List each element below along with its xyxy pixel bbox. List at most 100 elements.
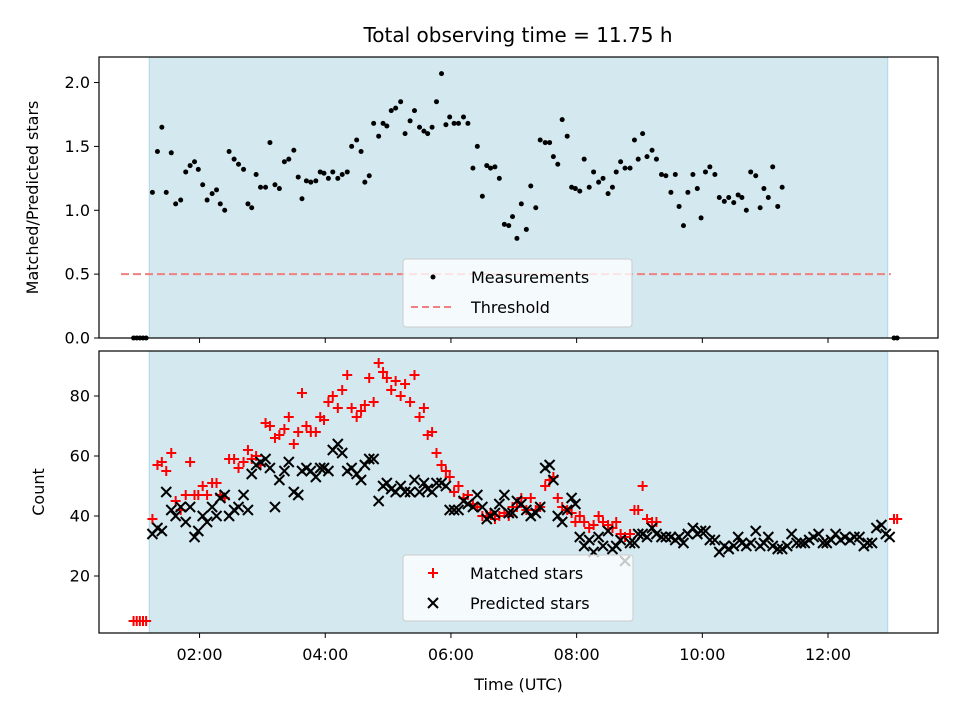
matched-point bbox=[180, 490, 191, 500]
measurement-point bbox=[231, 156, 237, 162]
x-tick-label: 08:00 bbox=[554, 645, 600, 664]
measurement-point bbox=[163, 189, 169, 195]
predicted-point bbox=[394, 480, 407, 492]
measurement-point bbox=[479, 193, 485, 199]
matched-point bbox=[637, 481, 648, 491]
measurement-point bbox=[249, 205, 255, 211]
measurement-point bbox=[735, 192, 741, 198]
matched-point bbox=[390, 376, 401, 386]
bottom-series bbox=[128, 358, 903, 626]
measurement-point bbox=[286, 156, 292, 162]
predicted-point bbox=[758, 537, 770, 549]
matched-point bbox=[462, 490, 473, 500]
predicted-point bbox=[498, 489, 511, 501]
measurement-point bbox=[465, 120, 471, 126]
measurement-point bbox=[586, 184, 592, 190]
predicted-point bbox=[246, 468, 258, 480]
measurement-point bbox=[470, 165, 476, 171]
measurement-point bbox=[371, 120, 377, 126]
predicted-point bbox=[543, 459, 556, 471]
matched-point bbox=[296, 388, 307, 398]
measurement-point bbox=[572, 186, 578, 192]
measurement-point bbox=[325, 175, 331, 181]
matched-point bbox=[193, 490, 204, 500]
measurement-point bbox=[698, 215, 704, 221]
measurement-point bbox=[496, 175, 502, 181]
predicted-point bbox=[232, 501, 245, 513]
matched-point bbox=[574, 511, 585, 521]
measurement-point bbox=[775, 203, 781, 209]
measurement-point bbox=[241, 166, 247, 172]
matched-point bbox=[161, 466, 172, 476]
measurement-point bbox=[547, 140, 553, 146]
measurement-point bbox=[398, 99, 404, 105]
legend-predicted-marker bbox=[427, 597, 439, 609]
top-frame bbox=[98, 56, 939, 339]
predicted-point bbox=[655, 531, 668, 543]
measurement-point bbox=[149, 189, 155, 195]
predicted-point bbox=[728, 540, 740, 552]
predicted-point bbox=[866, 537, 878, 549]
measurement-point bbox=[407, 118, 413, 124]
matched-point bbox=[251, 451, 262, 461]
predicted-point bbox=[206, 501, 218, 513]
predicted-point bbox=[750, 525, 762, 537]
predicted-point bbox=[641, 531, 653, 543]
predicted-point bbox=[614, 534, 627, 546]
measurement-point bbox=[317, 169, 323, 175]
matched-point bbox=[598, 517, 609, 527]
legend-measurements-label: Measurements bbox=[471, 268, 589, 287]
matched-point bbox=[579, 517, 590, 527]
bottom-legend-box bbox=[402, 554, 634, 622]
measurement-point bbox=[178, 197, 184, 203]
legend-matched-label: Matched stars bbox=[470, 564, 583, 583]
predicted-point bbox=[452, 504, 465, 516]
x-tick-label: 06:00 bbox=[428, 645, 474, 664]
matched-point bbox=[242, 445, 253, 455]
matched-point bbox=[395, 391, 406, 401]
matched-point bbox=[453, 481, 464, 491]
measurement-point bbox=[417, 124, 423, 130]
predicted-point bbox=[192, 525, 205, 537]
predicted-point bbox=[430, 477, 443, 489]
measurement-point bbox=[187, 163, 193, 169]
measurement-point bbox=[721, 198, 727, 204]
measurement-point bbox=[402, 131, 408, 137]
predicted-point bbox=[772, 543, 784, 555]
matched-point bbox=[229, 454, 240, 464]
measurement-point bbox=[421, 128, 427, 134]
matched-point bbox=[381, 373, 392, 383]
measurement-point bbox=[267, 140, 273, 146]
matched-point bbox=[301, 421, 312, 431]
matched-point bbox=[368, 397, 379, 407]
top-y-axis-label: Matched/Predicted stars bbox=[23, 101, 42, 295]
measurement-point bbox=[618, 159, 624, 165]
matched-point bbox=[327, 391, 338, 401]
predicted-point bbox=[165, 504, 177, 516]
measurement-point bbox=[685, 189, 691, 195]
chart-title: Total observing time = 11.75 h bbox=[362, 23, 672, 47]
matched-point bbox=[431, 448, 442, 458]
predicted-point bbox=[372, 495, 385, 507]
matched-point bbox=[611, 517, 622, 527]
y-tick-label: 40 bbox=[70, 507, 90, 526]
predicted-point bbox=[624, 537, 636, 549]
predicted-point bbox=[785, 528, 798, 540]
predicted-point bbox=[583, 534, 595, 546]
matched-point bbox=[414, 412, 425, 422]
predicted-point bbox=[861, 537, 874, 549]
measurement-point bbox=[596, 179, 602, 185]
measurement-point bbox=[192, 159, 198, 165]
measurement-point bbox=[303, 178, 309, 184]
measurement-point bbox=[605, 191, 611, 197]
predicted-point bbox=[699, 525, 712, 537]
y-tick-label: 0.5 bbox=[65, 265, 90, 284]
measurement-point bbox=[295, 174, 301, 180]
measurement-point bbox=[761, 186, 767, 192]
measurement-point bbox=[510, 214, 516, 220]
y-tick-label: 2.0 bbox=[65, 73, 90, 92]
measurement-point bbox=[451, 120, 457, 126]
measurement-point bbox=[668, 189, 674, 195]
measurement-point bbox=[159, 124, 165, 130]
measurement-point bbox=[663, 173, 669, 179]
